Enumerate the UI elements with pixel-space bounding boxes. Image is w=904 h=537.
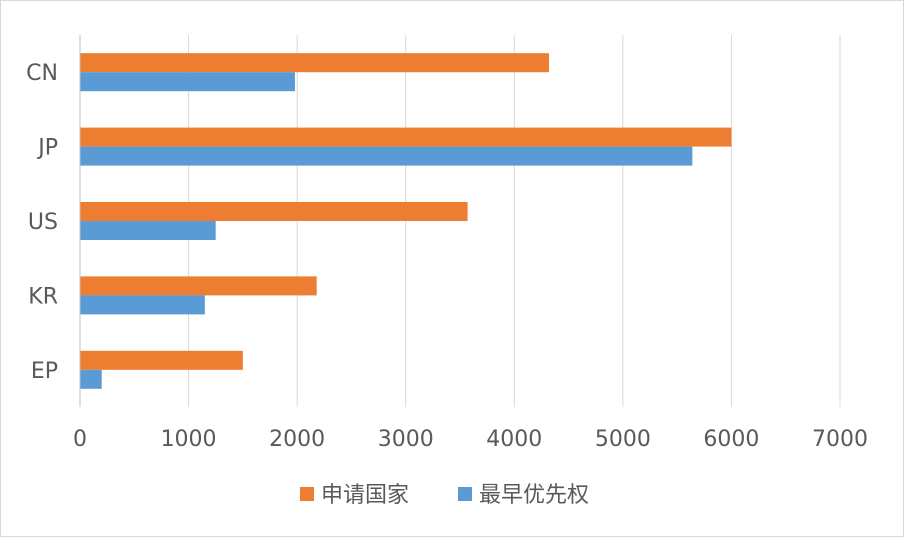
bar-ep-series-0 (80, 350, 243, 370)
x-tick-label: 2000 (269, 427, 325, 452)
legend-swatch-earliest-priority (458, 487, 472, 501)
x-tick-label: 4000 (486, 427, 542, 452)
legend-label-applicant-country: 申请国家 (321, 483, 409, 508)
x-tick-label: 7000 (812, 427, 868, 452)
x-tick-label: 3000 (378, 427, 434, 452)
y-tick-label: EP (31, 359, 58, 384)
y-tick-label: CN (26, 61, 58, 86)
legend: 申请国家 最早优先权 (300, 483, 589, 508)
x-tick-label: 6000 (703, 427, 759, 452)
bar-us-series-1 (80, 221, 216, 240)
bar-cn-series-1 (80, 72, 295, 92)
legend-swatch-applicant-country (300, 487, 314, 501)
x-tick-label: 5000 (595, 427, 651, 452)
bar-jp-series-1 (80, 146, 693, 166)
legend-label-earliest-priority: 最早优先权 (479, 483, 589, 508)
bar-ep-series-1 (80, 369, 102, 389)
y-tick-label: US (28, 210, 58, 235)
y-tick-label: JP (36, 136, 58, 161)
bar-cn-series-0 (80, 53, 550, 73)
bar-us-series-0 (80, 202, 468, 221)
bar-kr-series-0 (80, 276, 317, 296)
bars (80, 53, 732, 389)
bar-kr-series-1 (80, 295, 205, 315)
gridlines (188, 35, 841, 407)
axes: 0 1000 2000 3000 4000 5000 6000 7000 CN JP US KR EP (26, 35, 868, 452)
x-tick-label: 0 (73, 427, 87, 452)
y-tick-label: KR (28, 284, 58, 309)
bar-jp-series-0 (80, 127, 732, 147)
x-tick-label: 1000 (161, 427, 217, 452)
